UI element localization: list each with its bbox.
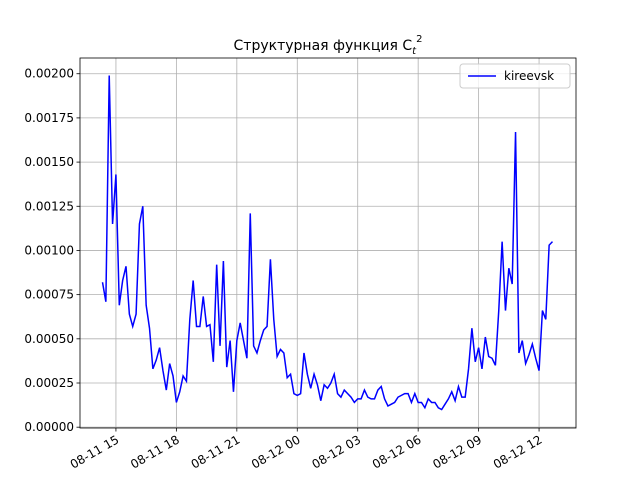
chart-title: Структурная функция Ct2 — [234, 34, 423, 57]
title-sub: t — [412, 46, 417, 57]
title-sup: 2 — [416, 34, 422, 45]
y-tick-label: 0.00175 — [24, 111, 74, 125]
y-tick-label: 0.00150 — [24, 155, 74, 169]
data-line — [101, 75, 554, 411]
legend-label: kireevsk — [504, 69, 554, 83]
y-tick-label: 0.00075 — [24, 288, 74, 302]
legend-box — [459, 63, 571, 89]
y-tick-label: 0.00025 — [24, 376, 74, 390]
y-tick-label: 0.00125 — [24, 199, 74, 213]
y-tick-label: 0.00050 — [24, 332, 74, 346]
title-text: Структурная функция C — [234, 38, 413, 54]
y-tick-label: 0.00100 — [24, 243, 74, 257]
y-tick-label: 0.00200 — [24, 67, 74, 81]
axes-frame — [79, 57, 577, 429]
y-tick-label: 0.00000 — [24, 420, 74, 434]
legend: kireevsk — [459, 63, 571, 89]
